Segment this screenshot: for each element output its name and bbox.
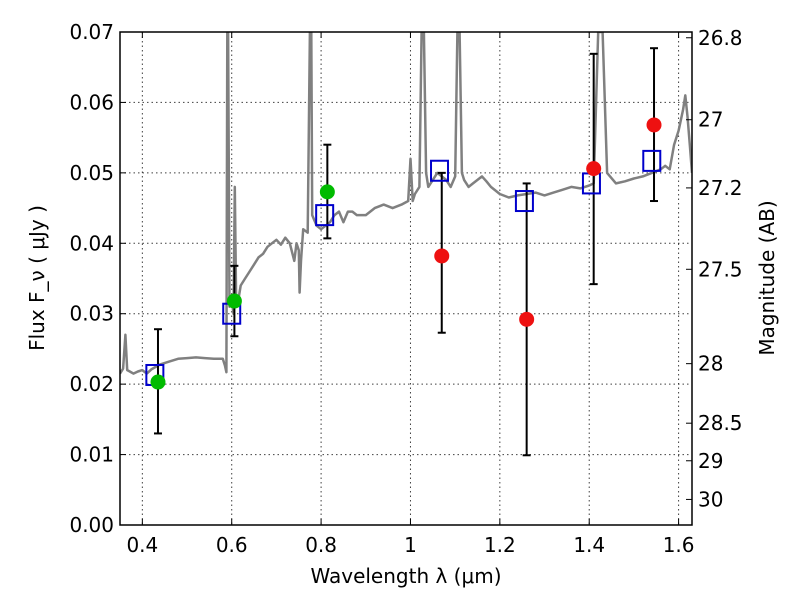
- y2-axis-title: Magnitude (AB): [755, 200, 779, 355]
- x-axis-title: Wavelength λ (μm): [310, 564, 501, 588]
- y-tick-label: 0.02: [69, 372, 114, 396]
- green-data-point: [226, 293, 242, 309]
- x-tick-label: 1.4: [573, 533, 605, 557]
- x-tick-label: 1: [404, 533, 417, 557]
- model-square: [430, 159, 450, 182]
- y-tick-label: 0.06: [69, 90, 114, 114]
- x-tick-labels: 0.4 0.6 0.8 1 1.2 1.4 1.6: [126, 533, 694, 557]
- x-tick-label: 1.6: [663, 533, 695, 557]
- x-tick-label: 1.2: [484, 533, 516, 557]
- y2-tick-label: 29: [698, 449, 723, 473]
- green-data-points: [150, 184, 335, 390]
- green-data-point: [319, 184, 335, 200]
- y-tick-label: 0.03: [69, 302, 114, 326]
- y-tick-label: 0.07: [69, 20, 114, 44]
- y-tick-label: 0.04: [69, 231, 114, 255]
- y2-tick-label: 30: [698, 487, 723, 511]
- model-square: [315, 204, 335, 227]
- red-data-points: [434, 117, 662, 327]
- y2-tick-label: 28.5: [698, 411, 743, 435]
- model-square: [514, 190, 534, 213]
- y2-tick-label: 26.8: [698, 26, 743, 50]
- y2-tick-label: 27: [698, 108, 723, 132]
- y2-tick-label: 27.5: [698, 257, 743, 281]
- model-square: [642, 149, 662, 172]
- spectrum-line: [120, 32, 692, 375]
- y2-tick-labels: 26.8 27 27.2 27.5 28 28.5 29 30: [698, 26, 743, 512]
- red-data-point: [586, 161, 602, 177]
- x-tick-label: 0.6: [216, 533, 248, 557]
- plot-frame: [119, 31, 693, 526]
- plot-area: [120, 32, 692, 457]
- x-tick-label: 0.8: [305, 533, 337, 557]
- green-data-point: [150, 374, 166, 390]
- red-data-point: [646, 117, 662, 133]
- y-tick-label: 0.01: [69, 443, 114, 467]
- x-tick-label: 0.4: [126, 533, 158, 557]
- y-tick-label: 0.05: [69, 161, 114, 185]
- red-data-point: [519, 311, 535, 327]
- y2-tick-label: 28: [698, 352, 723, 376]
- red-data-point: [434, 248, 450, 264]
- axis-ticks: [120, 31, 692, 526]
- y-axis-title: Flux F_ν ( μJy ): [25, 205, 49, 351]
- y-tick-label: 0.00: [69, 513, 114, 537]
- y2-tick-label: 27.2: [698, 176, 743, 200]
- y-tick-labels: 0.00 0.01 0.02 0.03 0.04 0.05 0.06 0.07: [69, 20, 114, 537]
